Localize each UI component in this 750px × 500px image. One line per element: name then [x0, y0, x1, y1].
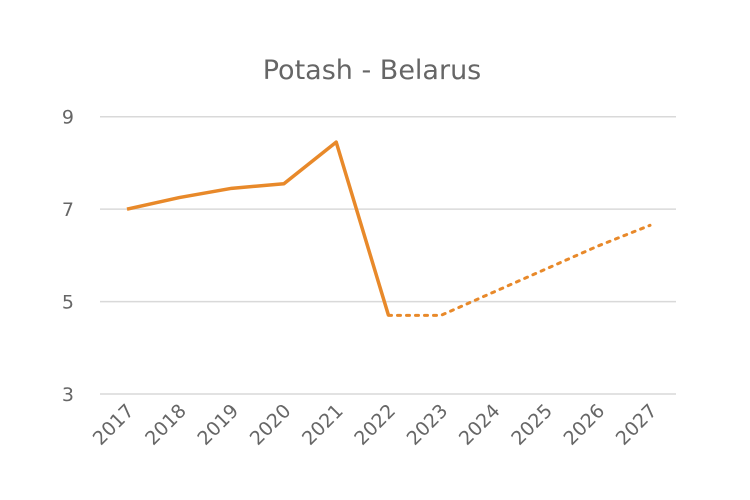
- chart-title: Potash - Belarus: [263, 55, 482, 86]
- x-tick-label: 2017: [89, 400, 139, 450]
- y-tick-label: 9: [62, 107, 74, 129]
- x-tick-label: 2020: [246, 400, 296, 450]
- x-tick-label: 2023: [403, 400, 453, 450]
- x-tick-label: 2027: [612, 400, 662, 450]
- x-tick-label: 2024: [455, 400, 505, 450]
- x-tick-label: 2022: [350, 400, 400, 450]
- x-tick-label: 2019: [193, 400, 243, 450]
- x-tick-label: 2025: [507, 400, 557, 450]
- y-tick-label: 5: [62, 292, 74, 314]
- x-tick-label: 2026: [559, 400, 609, 450]
- y-tick-label: 3: [62, 384, 74, 406]
- series-line-dotted: [387, 223, 652, 317]
- y-tick-label: 7: [62, 199, 74, 221]
- x-tick-label: 2021: [298, 400, 348, 450]
- series-line-solid: [126, 140, 391, 316]
- x-tick-label: 2018: [141, 400, 191, 450]
